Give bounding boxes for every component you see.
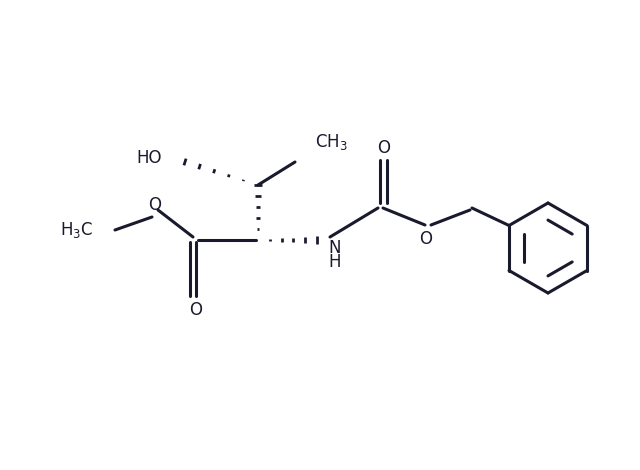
Text: N: N <box>328 239 340 257</box>
Text: O: O <box>419 230 433 248</box>
Text: H: H <box>328 253 340 271</box>
Text: H$_3$C: H$_3$C <box>60 220 93 240</box>
Text: O: O <box>148 196 161 214</box>
Text: HO: HO <box>136 149 162 167</box>
Text: CH$_3$: CH$_3$ <box>315 132 348 152</box>
Text: O: O <box>189 301 202 319</box>
Text: O: O <box>378 139 390 157</box>
